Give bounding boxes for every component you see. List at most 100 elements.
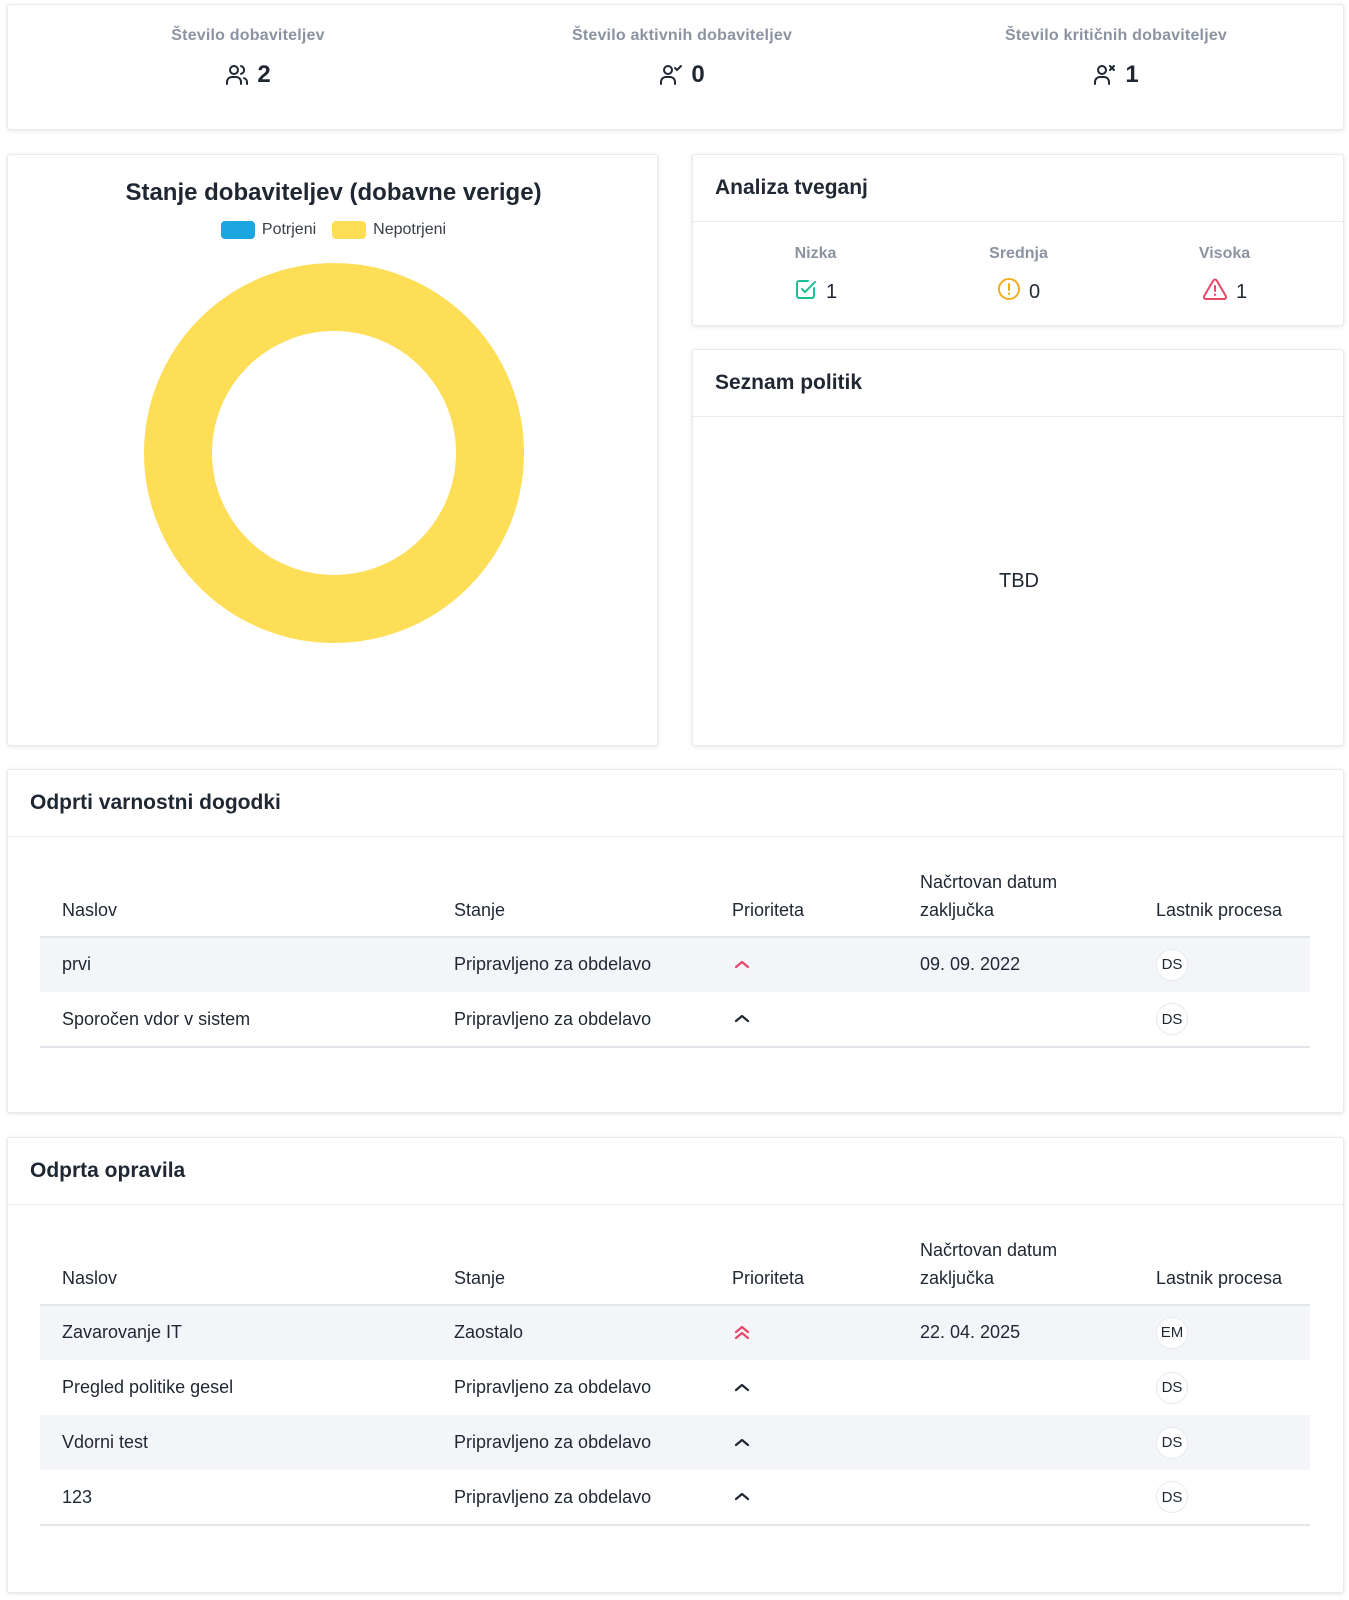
card-title: Analiza tveganj <box>693 155 1343 222</box>
chevron-up-icon <box>732 955 898 975</box>
table-header-row: Naslov Stanje Prioriteta Načrtovan datum… <box>40 1236 1310 1306</box>
risk-analysis-card: Analiza tveganj Nizka 1 Srednja 0 Visoka <box>692 154 1344 326</box>
chart-legend: Potrjeni Nepotrjeni <box>8 221 659 239</box>
double-chevron-up-icon <box>732 1323 898 1343</box>
risk-label: Srednja <box>989 245 1048 262</box>
table-row[interactable]: Pregled politike gesel Pripravljeno za ob… <box>40 1360 1310 1415</box>
cell-state: Zaostalo <box>432 1305 710 1360</box>
cell-state: Pripravljeno za obdelavo <box>454 1377 652 1397</box>
risk-value: 1 <box>1235 280 1248 303</box>
user-x-icon <box>1093 63 1117 87</box>
legend-item-potrjeni[interactable]: Potrjeni <box>220 221 317 239</box>
table-row[interactable]: Sporočen vdor v sistem Pripravljeno za ob… <box>40 992 1310 1048</box>
table-row[interactable]: Vdorni test Pripravljeno za obdelavo DS <box>40 1415 1310 1470</box>
supplier-status-chart-card: Stanje dobaviteljev (dobavne verige) Pot… <box>7 154 658 746</box>
cell-title[interactable]: Zavarovanje IT <box>40 1305 432 1360</box>
donut-slice-nepotrjeni[interactable] <box>144 263 524 643</box>
incidents-table: Naslov Stanje Prioriteta Načrtovan datum… <box>40 868 1310 1048</box>
cell-priority <box>710 1360 898 1415</box>
cell-title[interactable]: prvi <box>40 937 432 992</box>
column-header-title[interactable]: Naslov <box>40 868 432 938</box>
cell-due-date <box>898 992 1134 1048</box>
user-check-icon <box>659 63 683 87</box>
avatar[interactable]: DS <box>1156 1426 1188 1459</box>
cell-state: Pripravljeno za obdelavo <box>432 992 710 1048</box>
policy-list-card: Seznam politik TBD <box>692 349 1344 746</box>
legend-swatch <box>220 221 255 239</box>
column-header-due-date[interactable]: Načrtovan datum zaključka <box>898 868 1134 938</box>
avatar[interactable]: DS <box>1156 1003 1188 1036</box>
column-header-owner[interactable]: Lastnik procesa <box>1134 1236 1310 1306</box>
check-square-icon <box>794 277 818 307</box>
users-icon <box>225 63 249 87</box>
cell-owner: DS <box>1134 1360 1310 1415</box>
cell-title[interactable]: 123 <box>40 1470 432 1526</box>
cell-due-date: 22. 04. 2025 <box>898 1305 1134 1360</box>
risk-value: 1 <box>825 280 838 303</box>
chevron-up-icon <box>732 1433 898 1453</box>
table-row[interactable]: Zavarovanje IT Zaostalo 22. 04. 2025 EM <box>40 1305 1310 1360</box>
table-row[interactable]: 123 Pripravljeno za obdelavo DS <box>40 1470 1310 1526</box>
chevron-up-icon <box>732 1009 898 1029</box>
table-row[interactable]: prvi Pripravljeno za obdelavo 09. 09. 2022… <box>40 937 1310 992</box>
cell-due-date <box>898 1415 1134 1470</box>
alert-circle-icon <box>997 277 1021 307</box>
supplier-kpi-card: Število dobaviteljev 2 Število aktivnih … <box>7 4 1344 130</box>
avatar[interactable]: DS <box>1156 1481 1188 1514</box>
avatar[interactable]: DS <box>1156 1371 1188 1404</box>
kpi-label: Število kritičnih dobaviteljev <box>1004 27 1228 44</box>
cell-owner: DS <box>1134 1415 1310 1470</box>
risk-level-medium: Srednja 0 <box>916 245 1121 307</box>
alert-triangle-icon <box>1202 277 1228 307</box>
cell-priority <box>710 1415 898 1470</box>
column-header-priority[interactable]: Prioriteta <box>710 868 898 938</box>
column-header-label: Načrtovan datum zaključka <box>920 1240 1058 1288</box>
supplier-status-donut[interactable] <box>134 253 534 653</box>
cell-owner: DS <box>1134 937 1310 992</box>
kpi-critical-supplier-count: Število kritičnih dobaviteljev 1 <box>936 27 1296 89</box>
column-header-owner[interactable]: Lastnik procesa <box>1134 868 1310 938</box>
chevron-up-icon <box>732 1487 898 1507</box>
column-header-due-date[interactable]: Načrtovan datum zaključka <box>898 1236 1134 1306</box>
risk-value: 0 <box>1028 280 1041 303</box>
legend-label: Potrjeni <box>261 221 317 238</box>
cell-title[interactable]: Vdorni test <box>40 1415 432 1470</box>
card-title: Seznam politik <box>693 350 1343 417</box>
open-security-incidents-card: Odprti varnostni dogodki Naslov Stanje P… <box>7 769 1344 1113</box>
risk-label: Visoka <box>1198 245 1251 262</box>
column-header-state[interactable]: Stanje <box>432 868 710 938</box>
legend-item-nepotrjeni[interactable]: Nepotrjeni <box>332 221 446 239</box>
cell-due-date <box>898 1360 1134 1415</box>
kpi-value: 2 <box>257 61 271 88</box>
chart-title: Stanje dobaviteljev (dobavne verige) <box>125 179 542 206</box>
card-title: Odprti varnostni dogodki <box>8 770 1343 837</box>
kpi-label: Število dobaviteljev <box>171 27 325 44</box>
card-title: Odprta opravila <box>8 1138 1343 1205</box>
kpi-label: Število aktivnih dobaviteljev <box>571 27 793 44</box>
cell-state: Pripravljeno za obdelavo <box>432 1415 710 1470</box>
avatar[interactable]: EM <box>1156 1316 1188 1349</box>
risk-label: Nizka <box>794 245 837 262</box>
cell-title[interactable]: Sporočen vdor v sistem <box>40 992 432 1048</box>
kpi-active-supplier-count: Število aktivnih dobaviteljev 0 <box>502 27 862 89</box>
column-header-priority[interactable]: Prioriteta <box>710 1236 898 1306</box>
chevron-up-icon <box>732 1378 898 1398</box>
cell-state: Pripravljeno za obdelavo <box>432 1470 710 1526</box>
risk-level-low: Nizka 1 <box>713 245 918 307</box>
legend-label: Nepotrjeni <box>373 221 447 238</box>
kpi-supplier-count: Število dobaviteljev 2 <box>68 27 428 89</box>
cell-title[interactable]: Pregled politike gesel <box>62 1377 234 1397</box>
avatar[interactable]: DS <box>1156 948 1188 981</box>
open-tasks-card: Odprta opravila Naslov Stanje Prioriteta… <box>7 1137 1344 1593</box>
cell-state: Pripravljeno za obdelavo <box>432 937 710 992</box>
cell-due-date: 09. 09. 2022 <box>898 937 1134 992</box>
column-header-title[interactable]: Naslov <box>40 1236 432 1306</box>
cell-priority <box>710 1470 898 1526</box>
policy-placeholder: TBD <box>999 570 1039 592</box>
cell-due-date <box>898 1470 1134 1526</box>
cell-owner: EM <box>1134 1305 1310 1360</box>
cell-owner: DS <box>1134 1470 1310 1526</box>
column-header-label: Načrtovan datum zaključka <box>920 872 1058 920</box>
cell-priority <box>710 992 898 1048</box>
column-header-state[interactable]: Stanje <box>432 1236 710 1306</box>
